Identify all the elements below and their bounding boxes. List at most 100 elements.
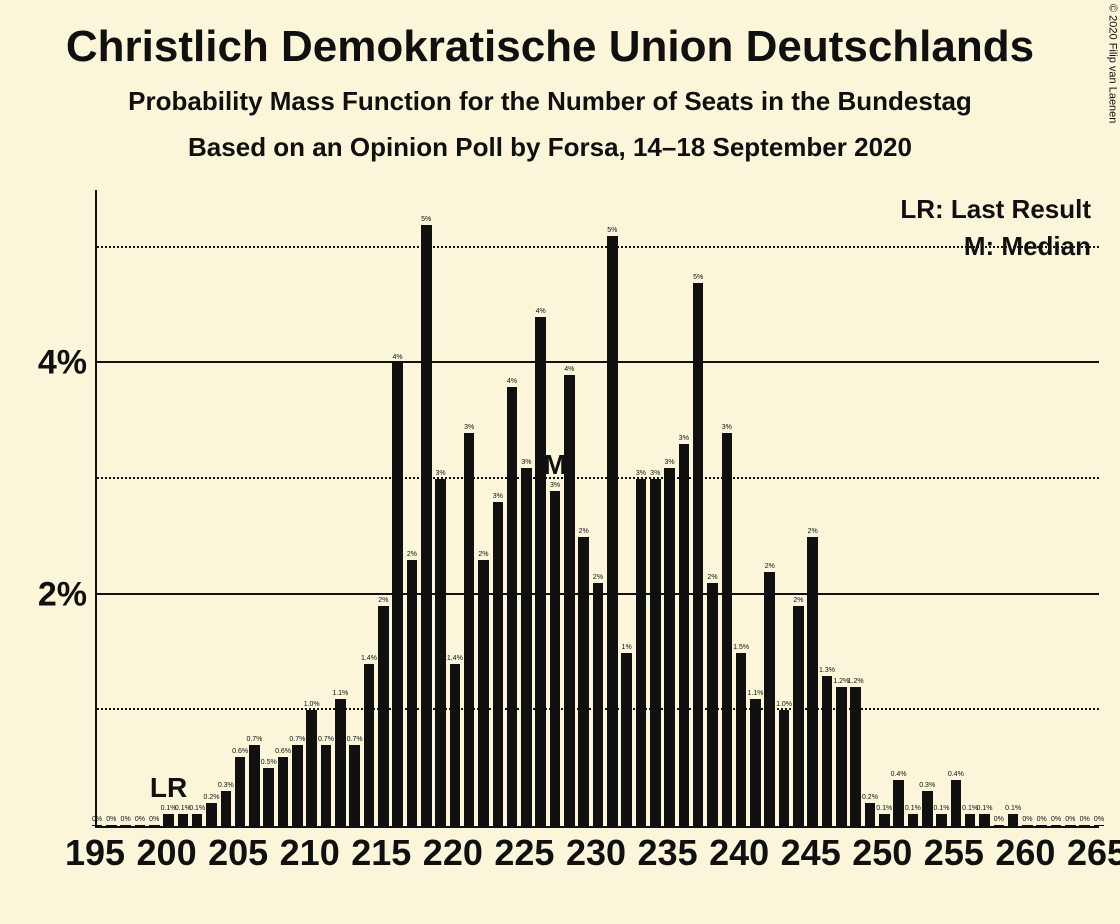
x-tick-label: 265: [1067, 832, 1120, 874]
bar: 5%: [693, 283, 704, 826]
bar: 0%: [994, 825, 1005, 826]
bar-label: 0%: [1094, 816, 1104, 823]
bar: 0.1%: [163, 814, 174, 826]
bar-label: 0%: [1065, 816, 1075, 823]
bar: 0.6%: [278, 757, 289, 826]
bar-label: 0.1%: [189, 805, 205, 812]
bar-label: 4%: [536, 308, 546, 315]
bar: 0.1%: [879, 814, 890, 826]
bar-label: 0%: [106, 816, 116, 823]
bar-label: 0%: [1037, 816, 1047, 823]
bar: 0.1%: [178, 814, 189, 826]
bar: 3%: [664, 468, 675, 826]
y-tick-label: 4%: [38, 344, 87, 383]
bar-label: 1.0%: [304, 701, 320, 708]
chart-subtitle-2: Based on an Opinion Poll by Forsa, 14–18…: [0, 132, 1100, 163]
plot-area: LR: Last Result M: Median 0%0%0%0%0%0.1%…: [95, 190, 1099, 828]
bar-label: 0%: [1051, 816, 1061, 823]
x-tick-label: 225: [494, 832, 554, 874]
bar: 0.1%: [192, 814, 203, 826]
bar-label: 2%: [378, 597, 388, 604]
x-tick-label: 255: [924, 832, 984, 874]
bar-label: 4%: [393, 354, 403, 361]
x-tick-label: 220: [423, 832, 483, 874]
x-tick-label: 210: [280, 832, 340, 874]
bar: 0.3%: [221, 791, 232, 826]
x-tick-label: 200: [137, 832, 197, 874]
bar: 4%: [392, 363, 403, 826]
bar: 3%: [650, 479, 661, 826]
marker-m: M: [543, 449, 566, 481]
bar: 0.1%: [936, 814, 947, 826]
bar-label: 2%: [593, 574, 603, 581]
bar: 3%: [521, 468, 532, 826]
bar: 0.4%: [951, 780, 962, 826]
bar: 3%: [679, 444, 690, 826]
gridline: [97, 246, 1099, 248]
bar: 0%: [1022, 825, 1033, 826]
chart-subtitle-1: Probability Mass Function for the Number…: [0, 86, 1100, 117]
bar-label: 0.1%: [905, 805, 921, 812]
bar: 0.5%: [263, 768, 274, 826]
chart-page: © 2020 Filip van Laenen Christlich Demok…: [0, 0, 1120, 924]
y-tick-label: 2%: [38, 575, 87, 614]
bar-label: 3%: [550, 482, 560, 489]
bar: 0.1%: [908, 814, 919, 826]
bar-label: 0%: [994, 816, 1004, 823]
x-tick-label: 245: [781, 832, 841, 874]
gridline: [97, 593, 1099, 595]
bar: 4%: [564, 375, 575, 826]
bar: 5%: [421, 225, 432, 826]
bar: 0.1%: [965, 814, 976, 826]
x-tick-label: 240: [709, 832, 769, 874]
bar-label: 0.6%: [232, 748, 248, 755]
bar-label: 1.4%: [447, 655, 463, 662]
x-axis-ticks: 1952002052102152202252302352402452502552…: [95, 832, 1097, 882]
bar-label: 3%: [679, 435, 689, 442]
bar-label: 0%: [149, 816, 159, 823]
gridline: [97, 361, 1099, 363]
bar: 2%: [478, 560, 489, 826]
bar-label: 3%: [636, 470, 646, 477]
bar: 0.7%: [292, 745, 303, 826]
bar-label: 1.2%: [848, 678, 864, 685]
bar-label: 1.3%: [819, 667, 835, 674]
bar-label: 3%: [722, 424, 732, 431]
bar: 0.2%: [865, 803, 876, 826]
bar: 4%: [507, 387, 518, 826]
bar-label: 1.1%: [747, 690, 763, 697]
bar-label: 0.3%: [919, 782, 935, 789]
copyright-text: © 2020 Filip van Laenen: [1106, 4, 1118, 123]
bar-label: 0.1%: [876, 805, 892, 812]
bar-label: 1%: [622, 644, 632, 651]
bar-label: 0.7%: [347, 736, 363, 743]
bar: 2%: [793, 606, 804, 826]
x-tick-label: 230: [566, 832, 626, 874]
bar: 1.5%: [736, 653, 747, 826]
bar-label: 0%: [1022, 816, 1032, 823]
bar: 2%: [764, 572, 775, 826]
bar-label: 4%: [507, 378, 517, 385]
bar: 3%: [722, 433, 733, 826]
bar: 0%: [92, 825, 103, 826]
bar: 1.4%: [364, 664, 375, 826]
bar: 0%: [106, 825, 117, 826]
bar: 1.1%: [750, 699, 761, 826]
bar: 3%: [435, 479, 446, 826]
bar-label: 3%: [493, 493, 503, 500]
bar-label: 2%: [765, 563, 775, 570]
bar: 0.1%: [979, 814, 990, 826]
x-tick-label: 235: [638, 832, 698, 874]
bar-label: 0.2%: [862, 794, 878, 801]
bar-label: 2%: [478, 551, 488, 558]
bar: 0%: [1079, 825, 1090, 826]
bar: 3%: [636, 479, 647, 826]
x-tick-label: 195: [65, 832, 125, 874]
bar: 2%: [378, 606, 389, 826]
bar: 0%: [149, 825, 160, 826]
bars-container: 0%0%0%0%0%0.1%0.1%0.1%0.2%0.3%0.6%0.7%0.…: [97, 190, 1099, 826]
bar-label: 2%: [579, 528, 589, 535]
bar-label: 0.6%: [275, 748, 291, 755]
bar-label: 2%: [407, 551, 417, 558]
bar-label: 1.5%: [733, 644, 749, 651]
